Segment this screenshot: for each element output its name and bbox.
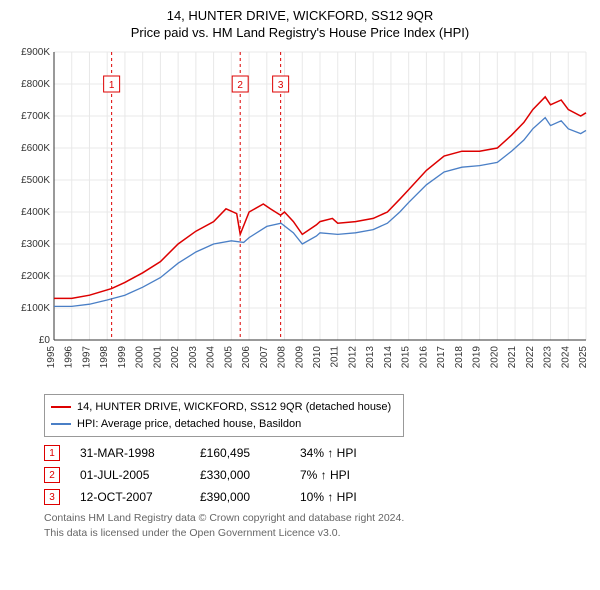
sale-price: £330,000 — [200, 468, 280, 482]
svg-text:2005: 2005 — [223, 346, 234, 369]
chart-svg: £0 £100K £200K £300K £400K £500K £600K £700K £80… — [10, 48, 590, 388]
svg-text:2020: 2020 — [489, 346, 500, 369]
legend-swatch — [51, 406, 71, 408]
svg-text:2014: 2014 — [383, 346, 394, 369]
legend-item: 14, HUNTER DRIVE, WICKFORD, SS12 9QR (de… — [51, 399, 397, 416]
legend-swatch — [51, 423, 71, 425]
svg-text:£400K: £400K — [21, 207, 50, 218]
sale-date: 01-JUL-2005 — [80, 468, 180, 482]
svg-text:2000: 2000 — [135, 346, 146, 369]
svg-text:2017: 2017 — [436, 346, 447, 369]
svg-text:2024: 2024 — [560, 346, 571, 369]
svg-text:£800K: £800K — [21, 79, 50, 90]
svg-text:3: 3 — [278, 80, 284, 91]
sale-marker: 2 — [44, 467, 60, 483]
svg-text:2009: 2009 — [294, 346, 305, 369]
svg-text:1999: 1999 — [117, 346, 128, 369]
chart-container: 14, HUNTER DRIVE, WICKFORD, SS12 9QR Pri… — [0, 0, 600, 540]
legend-item: HPI: Average price, detached house, Basi… — [51, 416, 397, 433]
sale-row: 2 01-JUL-2005 £330,000 7% ↑ HPI — [44, 467, 590, 483]
sale-price: £160,495 — [200, 446, 280, 460]
svg-text:2022: 2022 — [525, 346, 536, 369]
svg-text:2011: 2011 — [330, 346, 341, 368]
svg-text:1: 1 — [109, 80, 115, 91]
svg-text:£700K: £700K — [21, 111, 50, 122]
svg-text:2013: 2013 — [365, 346, 376, 369]
chart-plot: £0 £100K £200K £300K £400K £500K £600K £700K £80… — [10, 48, 590, 388]
svg-text:£900K: £900K — [21, 48, 50, 58]
svg-text:2003: 2003 — [188, 346, 199, 369]
legend-label: 14, HUNTER DRIVE, WICKFORD, SS12 9QR (de… — [77, 399, 391, 416]
svg-text:1998: 1998 — [99, 346, 110, 369]
sale-date: 31-MAR-1998 — [80, 446, 180, 460]
svg-text:2004: 2004 — [206, 346, 217, 369]
svg-text:2021: 2021 — [507, 346, 518, 369]
svg-text:1995: 1995 — [46, 346, 57, 369]
attribution-line: This data is licensed under the Open Gov… — [44, 526, 590, 541]
sale-row: 3 12-OCT-2007 £390,000 10% ↑ HPI — [44, 489, 590, 505]
legend: 14, HUNTER DRIVE, WICKFORD, SS12 9QR (de… — [44, 394, 404, 437]
sale-date: 12-OCT-2007 — [80, 490, 180, 504]
svg-text:£600K: £600K — [21, 143, 50, 154]
svg-text:2001: 2001 — [152, 346, 163, 369]
svg-text:£100K: £100K — [21, 303, 50, 314]
sale-price: £390,000 — [200, 490, 280, 504]
svg-text:£200K: £200K — [21, 271, 50, 282]
svg-text:1997: 1997 — [81, 346, 92, 369]
svg-text:1996: 1996 — [64, 346, 75, 369]
svg-text:2: 2 — [237, 80, 243, 91]
svg-text:2006: 2006 — [241, 346, 252, 369]
svg-text:2016: 2016 — [418, 346, 429, 369]
svg-text:2015: 2015 — [401, 346, 412, 369]
sale-marker: 3 — [44, 489, 60, 505]
svg-text:2010: 2010 — [312, 346, 323, 369]
sale-row: 1 31-MAR-1998 £160,495 34% ↑ HPI — [44, 445, 590, 461]
title-subtitle: Price paid vs. HM Land Registry's House … — [0, 25, 600, 40]
svg-text:2012: 2012 — [347, 346, 358, 369]
svg-text:2007: 2007 — [259, 346, 270, 369]
svg-text:£300K: £300K — [21, 239, 50, 250]
svg-text:2025: 2025 — [578, 346, 589, 369]
sale-marker: 1 — [44, 445, 60, 461]
sale-hpi: 10% ↑ HPI — [300, 490, 390, 504]
svg-text:2008: 2008 — [277, 346, 288, 369]
svg-text:2019: 2019 — [472, 346, 483, 369]
sale-hpi: 34% ↑ HPI — [300, 446, 390, 460]
attribution-line: Contains HM Land Registry data © Crown c… — [44, 511, 590, 526]
svg-text:2002: 2002 — [170, 346, 181, 369]
legend-label: HPI: Average price, detached house, Basi… — [77, 416, 301, 433]
sales-table: 1 31-MAR-1998 £160,495 34% ↑ HPI 2 01-JU… — [44, 445, 590, 505]
svg-text:2018: 2018 — [454, 346, 465, 369]
svg-text:2023: 2023 — [543, 346, 554, 369]
attribution: Contains HM Land Registry data © Crown c… — [44, 511, 590, 540]
title-address: 14, HUNTER DRIVE, WICKFORD, SS12 9QR — [0, 8, 600, 23]
svg-text:£0: £0 — [39, 335, 51, 346]
sale-hpi: 7% ↑ HPI — [300, 468, 390, 482]
svg-text:£500K: £500K — [21, 175, 50, 186]
title-block: 14, HUNTER DRIVE, WICKFORD, SS12 9QR Pri… — [0, 0, 600, 44]
